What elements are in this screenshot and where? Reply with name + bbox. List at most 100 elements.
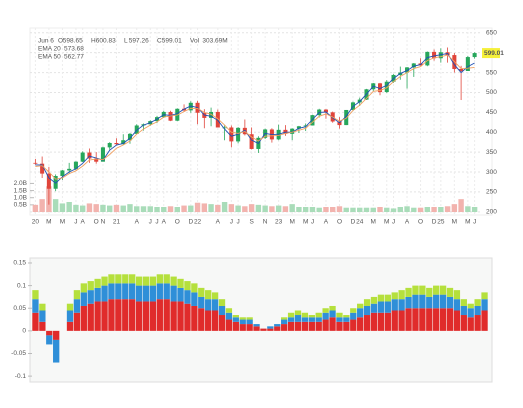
- stack-segment: [191, 292, 198, 306]
- stack-segment: [39, 303, 46, 311]
- stack-segment: [87, 281, 94, 291]
- stack-segment: [142, 301, 150, 331]
- volume-bar: [39, 199, 45, 212]
- x-tick-label: J: [311, 219, 314, 226]
- stack-segment: [142, 276, 150, 286]
- stack-segment: [177, 301, 184, 331]
- candle-body: [53, 176, 58, 189]
- ohlcv-key: L: [124, 38, 128, 45]
- marks: [32, 47, 488, 363]
- candle-body: [405, 67, 410, 73]
- stack-segment: [467, 317, 474, 331]
- stack-segment: [474, 305, 481, 316]
- volume-bar: [52, 199, 59, 212]
- stack-segment: [481, 299, 488, 311]
- stack-segment: [211, 292, 219, 300]
- stack-segment: [198, 308, 205, 331]
- candle-body: [296, 126, 301, 129]
- x-tick-label: 20: [32, 219, 40, 226]
- stack-segment: [246, 324, 253, 331]
- stack-segment: [135, 285, 143, 302]
- candle-body: [121, 140, 126, 145]
- y-tick-label: 450: [486, 109, 497, 116]
- stack-segment: [474, 299, 481, 306]
- candle-body: [127, 133, 133, 141]
- stack-segment: [177, 287, 184, 302]
- date-label: Jun 6: [38, 38, 54, 45]
- stack-segment: [80, 283, 87, 293]
- volume-bar: [120, 205, 126, 212]
- stack-segment: [156, 283, 163, 300]
- candle-body: [60, 170, 65, 177]
- stack-segment: [46, 335, 53, 345]
- stack-segment: [225, 319, 233, 331]
- stack-segment: [391, 299, 398, 311]
- stack-segment: [122, 274, 129, 284]
- stack-segment: [336, 321, 343, 331]
- stack-segment: [170, 301, 177, 331]
- y-tick-label: 250: [486, 189, 497, 196]
- x-tick-label: D: [351, 219, 356, 226]
- volume-tick-label: 1.5B: [14, 187, 27, 194]
- stack-segment: [405, 296, 412, 309]
- stack-segment: [308, 317, 315, 322]
- stack-segment: [32, 290, 39, 300]
- candle-body: [33, 162, 38, 164]
- ohlcv-key: C: [157, 38, 162, 45]
- candle-body: [459, 68, 464, 71]
- ema-line: [35, 54, 475, 180]
- volume-bar: [363, 207, 370, 212]
- stack-segment: [460, 305, 467, 316]
- candle-body: [67, 168, 72, 171]
- x-tick-label: A: [135, 219, 140, 226]
- stack-segment: [53, 339, 60, 363]
- candle-body: [94, 158, 99, 162]
- volume-bar: [397, 207, 403, 212]
- x-tick-label: J: [392, 219, 395, 226]
- stack-segment: [453, 299, 461, 311]
- y-tick-label: 500: [486, 89, 497, 96]
- x-tick-label: M: [465, 219, 470, 226]
- volume-bar: [424, 207, 431, 212]
- stack-segment: [322, 308, 329, 313]
- stack-segment: [377, 312, 385, 331]
- stack-segment: [412, 308, 419, 331]
- candle-body: [46, 173, 51, 189]
- stack-segment: [294, 315, 302, 322]
- stack-segment: [384, 294, 391, 302]
- candle-body: [222, 127, 227, 129]
- x-tick-label: A: [81, 219, 86, 226]
- stack-segment: [398, 310, 405, 331]
- stack-segment: [439, 294, 447, 309]
- volume-bar: [255, 204, 262, 212]
- volume-bar: [471, 207, 478, 212]
- stack-segment: [142, 285, 150, 302]
- stack-segment: [460, 315, 467, 331]
- stack-segment: [198, 296, 205, 309]
- y-tick-label: 400: [486, 129, 497, 136]
- stack-segment: [267, 326, 274, 329]
- volume-bar: [323, 207, 329, 212]
- candle-body: [377, 83, 383, 93]
- stack-segment: [149, 285, 157, 302]
- volume-bar: [357, 207, 363, 212]
- volume-tick-label: 1.0B: [14, 194, 27, 201]
- stack-segment: [163, 274, 170, 284]
- volume-bar: [296, 207, 302, 212]
- stack-segment: [94, 301, 101, 331]
- y-tick-label: 350: [486, 149, 497, 156]
- stack-segment: [308, 315, 315, 318]
- stack-segment: [211, 299, 219, 311]
- stack-segment: [426, 308, 433, 331]
- ohlcv-key: Vol: [190, 38, 200, 45]
- volume-bar: [79, 205, 86, 212]
- x-tick-label: 21: [113, 219, 121, 226]
- stack-segment: [419, 285, 426, 295]
- volume-bar: [147, 206, 153, 212]
- stack-segment: [149, 301, 157, 331]
- y-tick-label: 200: [486, 209, 497, 216]
- x-tick-label: M: [384, 219, 389, 226]
- stack-segment: [412, 294, 419, 309]
- volume-bar: [269, 206, 275, 212]
